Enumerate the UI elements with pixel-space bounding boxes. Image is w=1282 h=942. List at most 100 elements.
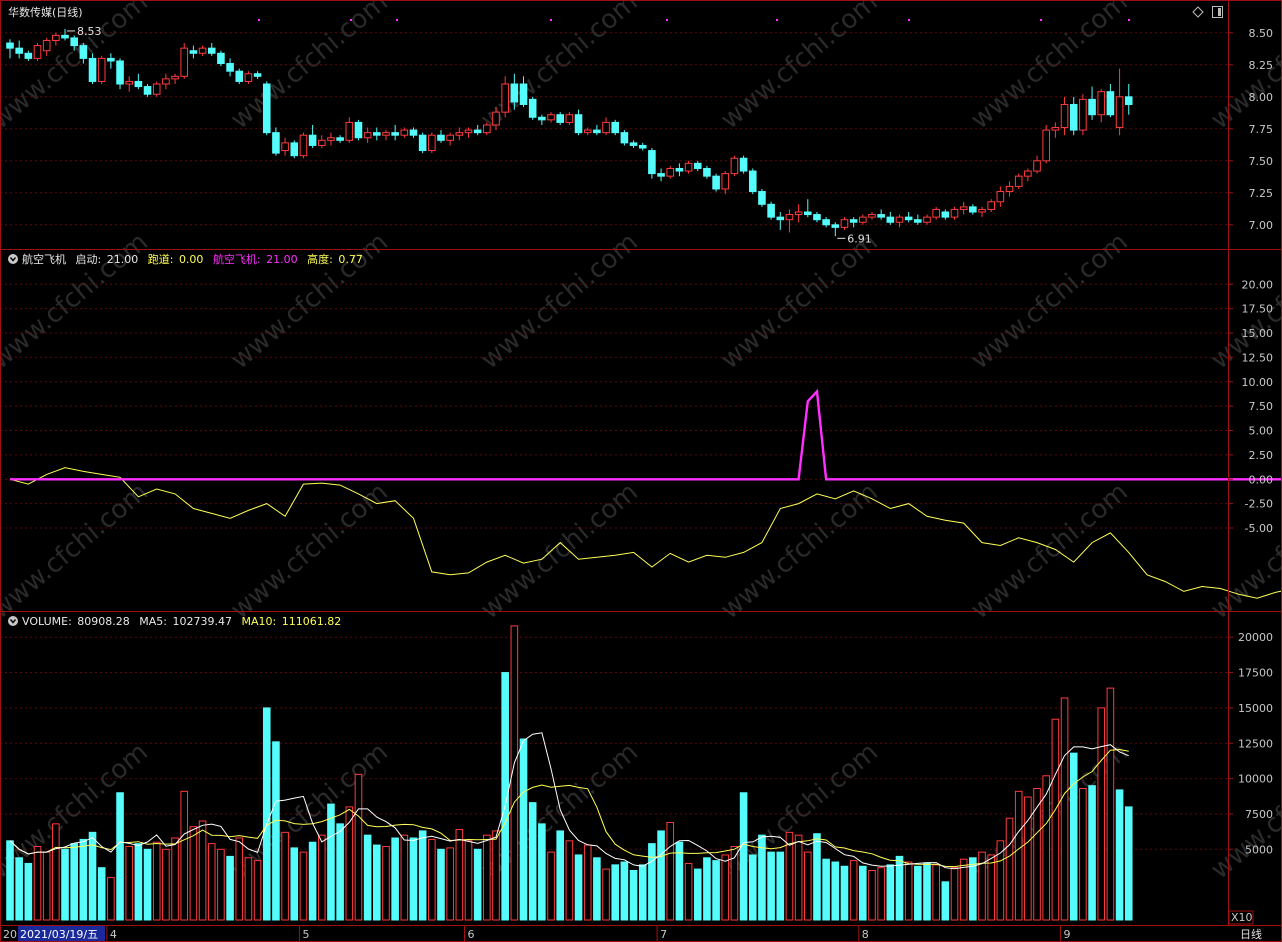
volume-bar-down [116,792,124,921]
indicator-tick-label: 2.50 [1249,449,1274,462]
volume-bar-up [317,834,326,921]
candle-down [739,157,748,172]
volume-bar-down [886,864,895,921]
volume-tick-label: 15000 [1238,702,1273,715]
candle-down [969,206,977,213]
volume-bar-up [1079,788,1087,921]
month-label: 4 [110,928,117,941]
volume-bar-down [262,707,271,921]
event-dot [350,19,352,21]
volume-bar-down [776,851,785,921]
candle-up [244,73,253,82]
candle-up [959,206,968,210]
event-dot [396,19,398,21]
diamond-icon[interactable] [1192,6,1204,18]
volume-bar-down [703,857,711,921]
plane-line [10,388,1282,481]
candle-down [373,132,381,136]
volume-bar-down [24,862,33,921]
volume-bar-down [409,837,418,921]
candle-down [849,219,858,223]
volume-bar-up [959,858,968,921]
volume-bar-up [547,851,555,921]
window-restore-icon-fill [1218,8,1221,16]
selected-date: 2021/03/19/五 [20,928,98,941]
volume-bar-down [675,841,684,921]
candle-up [428,134,436,152]
indicator-tick-label: 0.00 [1249,473,1274,486]
candle-up [859,216,867,223]
volume-bar-up [565,840,574,921]
candle-up [1097,91,1106,116]
volume-bar-up [207,843,216,921]
volume-bar-up [730,845,739,921]
candle-up [363,132,372,139]
indicator-tick-label: 12.50 [1242,351,1274,364]
candle-up [455,132,464,136]
candle-down [657,173,665,177]
height-line [9,467,1282,599]
volume-bar-up [464,840,473,921]
volume-bar-down [1115,789,1124,921]
volume-menu-icon[interactable] [8,616,18,626]
candle-down [79,45,88,59]
volume-bar-up [1106,687,1115,921]
candle-down [1069,103,1078,131]
volume-bar-down [519,738,528,921]
period-label[interactable]: 日线 [1240,927,1262,941]
candle-up [1014,175,1023,187]
chevron-down-icon [9,257,17,262]
height-value: 0.77 [338,253,363,266]
candle-down [473,129,482,134]
grid-layer [0,19,1228,850]
month-label: 7 [660,928,667,941]
candle-down [813,214,821,221]
candle-up [317,139,326,146]
price-tick-label: 8.00 [1249,91,1274,104]
candle-up [1060,103,1069,129]
candle-down [116,60,124,85]
candle-down [143,86,152,95]
volume-bar-up [987,854,995,921]
volume-bar-down [88,831,97,921]
candle-down [409,129,418,136]
candle-up [52,34,60,41]
selected-date-highlight [18,926,105,941]
event-dot [258,19,260,21]
ma5-line [9,732,1129,870]
candle-down [886,216,895,223]
candle-up [895,216,904,223]
price-tick-label: 8.50 [1249,27,1274,40]
month-label: 6 [468,928,475,941]
candle-down [693,162,702,169]
indicator-tick-label: 17.50 [1242,303,1274,316]
indicator-menu-icon[interactable] [8,254,18,264]
volume-bar-down [363,834,372,921]
volume-bar-down [373,844,381,921]
volume-bar-down [813,833,821,921]
candle-down [70,37,78,47]
candle-up [987,201,995,210]
volume-bar-down [336,823,344,921]
volume-bar-down [143,848,152,921]
volume-bar-up [510,625,519,921]
candle-up [33,45,42,59]
candle-up [501,83,509,113]
candle-up [868,214,876,218]
candle-up [171,75,179,80]
candle-down [629,142,638,146]
volume-bar-down [437,848,445,921]
plane-label: 航空飞机: [213,252,261,266]
volume-bar-down [859,865,867,921]
date-axis-partial-year: 20 [3,928,17,941]
candle-down [638,144,647,149]
candle-down [226,63,234,72]
volume-bar-up [162,848,170,921]
candle-up [1051,127,1060,131]
volume-bar-up [1060,697,1069,921]
volume-bar-down [1069,752,1078,921]
volume-bar-down [767,851,775,921]
window-restore-icon[interactable] [1212,6,1223,18]
indicator-tick-label: -5.00 [1245,522,1273,535]
volume-bar-up [217,848,225,921]
